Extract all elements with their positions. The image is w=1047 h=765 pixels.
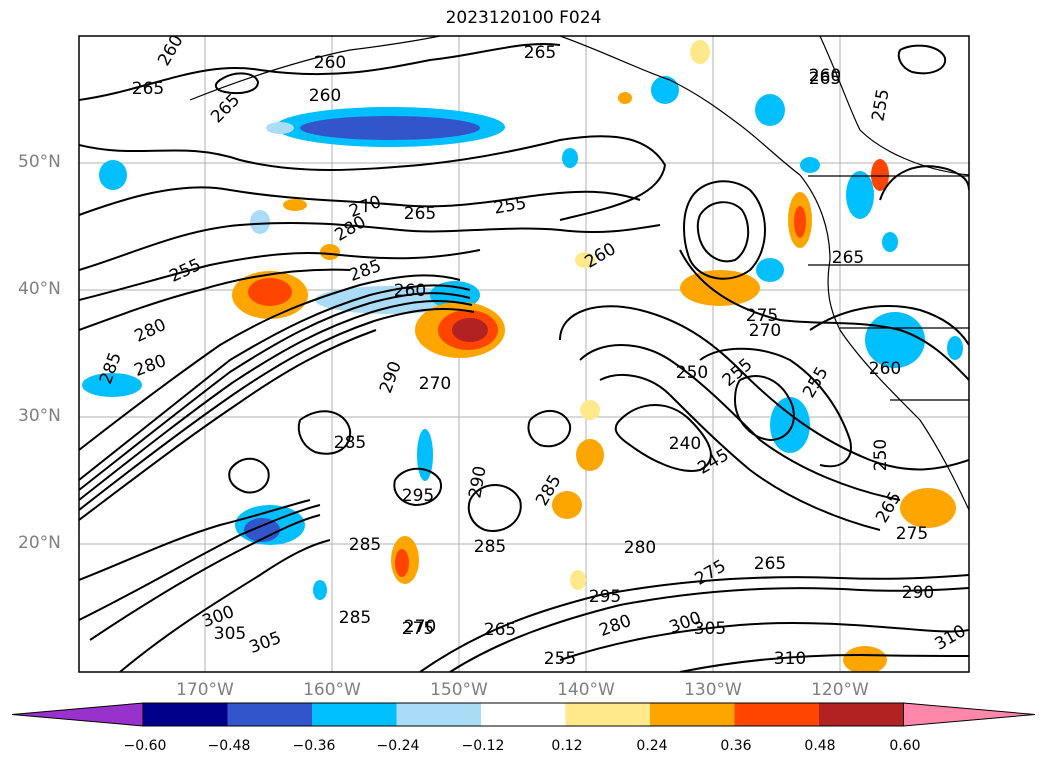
contour-label: 250 [871, 439, 891, 471]
colorbar-tick-label: −0.24 [376, 738, 420, 754]
lon-label-170w: 170°W [176, 680, 234, 700]
map-title: 2023120100 F024 [445, 8, 602, 28]
contour-label: 250 [676, 363, 708, 383]
lon-label-160w: 160°W [303, 680, 361, 700]
contour-label: 270 [749, 321, 781, 341]
colorbar-tick-label: −0.36 [292, 738, 336, 754]
map-frame [78, 35, 970, 673]
contour-label: 295 [589, 587, 621, 607]
contour-label: 305 [694, 619, 726, 639]
coastlines [189, 36, 969, 511]
contour-lines [79, 43, 969, 672]
contour-label: 275 [896, 524, 928, 544]
colorbar-tick-label: −0.60 [123, 738, 167, 754]
lat-label-40n: 40°N [18, 279, 61, 299]
contour-label: 265 [484, 620, 516, 640]
contour-label: 255 [544, 649, 576, 669]
contour-label: 260 [869, 359, 901, 379]
lat-label-30n: 30°N [18, 406, 61, 426]
contour-label: 260 [309, 86, 341, 106]
contour-label: 265 [524, 43, 556, 63]
colorbar-tick-label: 0.48 [804, 738, 836, 754]
lat-label-50n: 50°N [18, 152, 61, 172]
lat-label-20n: 20°N [18, 533, 61, 553]
contour-label: 260 [314, 53, 346, 73]
contour-label: 310 [774, 649, 806, 669]
lon-label-140w: 140°W [557, 680, 615, 700]
contour-label: 265 [832, 248, 864, 268]
contour-label: 285 [474, 537, 506, 557]
contour-label: 275 [402, 619, 434, 639]
contour-label: 285 [349, 535, 381, 555]
contour-label: 280 [624, 538, 656, 558]
contour-label: 265 [404, 204, 436, 224]
contour-label: 275 [746, 306, 778, 326]
contour-label: 285 [339, 608, 371, 628]
contour-label: 290 [902, 583, 934, 603]
positive-anomaly-fills [232, 40, 956, 672]
colorbar-tick-label: 0.12 [551, 738, 583, 754]
contour-label: 260 [809, 66, 841, 86]
colorbar-tick-label: −0.48 [207, 738, 251, 754]
contour-label: 240 [669, 434, 701, 454]
contour-label: 270 [404, 617, 436, 637]
contour-labels: 2602652652652602602652552702802652552602… [96, 31, 970, 669]
contour-label: 285 [334, 433, 366, 453]
colorbar-tick-label: 0.60 [889, 738, 921, 754]
colorbar-tick-label: 0.36 [720, 738, 752, 754]
colorbar-tick-label: 0.24 [636, 738, 668, 754]
contour-label: 265 [132, 79, 164, 99]
contour-label: 295 [402, 486, 434, 506]
lon-label-130w: 130°W [684, 680, 742, 700]
contour-label: 265 [809, 69, 841, 89]
lon-label-150w: 150°W [430, 680, 488, 700]
contour-label: 270 [419, 374, 451, 394]
map-background [79, 36, 969, 672]
colorbar-tick-label: −0.12 [461, 738, 505, 754]
contour-label: 260 [394, 281, 426, 301]
contour-label: 265 [754, 554, 786, 574]
contour-label: 305 [214, 624, 246, 644]
lon-label-120w: 120°W [811, 680, 869, 700]
